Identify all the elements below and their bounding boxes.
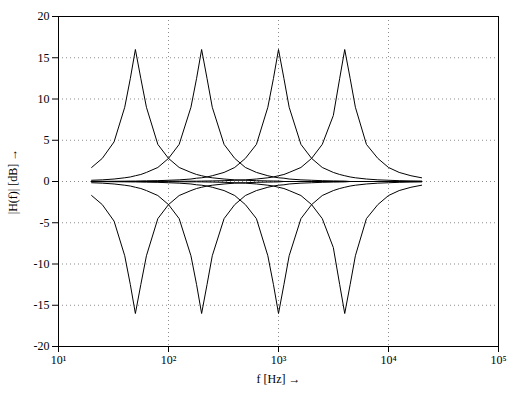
svg-text:-5: -5 <box>40 216 50 230</box>
svg-text:20: 20 <box>38 9 50 23</box>
svg-text:15: 15 <box>38 51 50 65</box>
svg-text:10⁴: 10⁴ <box>380 353 396 367</box>
svg-text:0: 0 <box>44 174 50 188</box>
svg-text:10⁵: 10⁵ <box>490 353 506 367</box>
svg-text:f [Hz] →: f [Hz] → <box>257 372 301 386</box>
svg-text:10¹: 10¹ <box>51 353 67 367</box>
svg-text:-15: -15 <box>34 298 50 312</box>
svg-text:10²: 10² <box>161 353 177 367</box>
svg-text:-20: -20 <box>34 339 50 353</box>
svg-text:10³: 10³ <box>271 353 287 367</box>
svg-text:-10: -10 <box>34 257 50 271</box>
svg-text:|H(f)| [dB] →: |H(f)| [dB] → <box>6 149 20 214</box>
svg-text:10: 10 <box>38 92 50 106</box>
svg-text:5: 5 <box>44 133 50 147</box>
